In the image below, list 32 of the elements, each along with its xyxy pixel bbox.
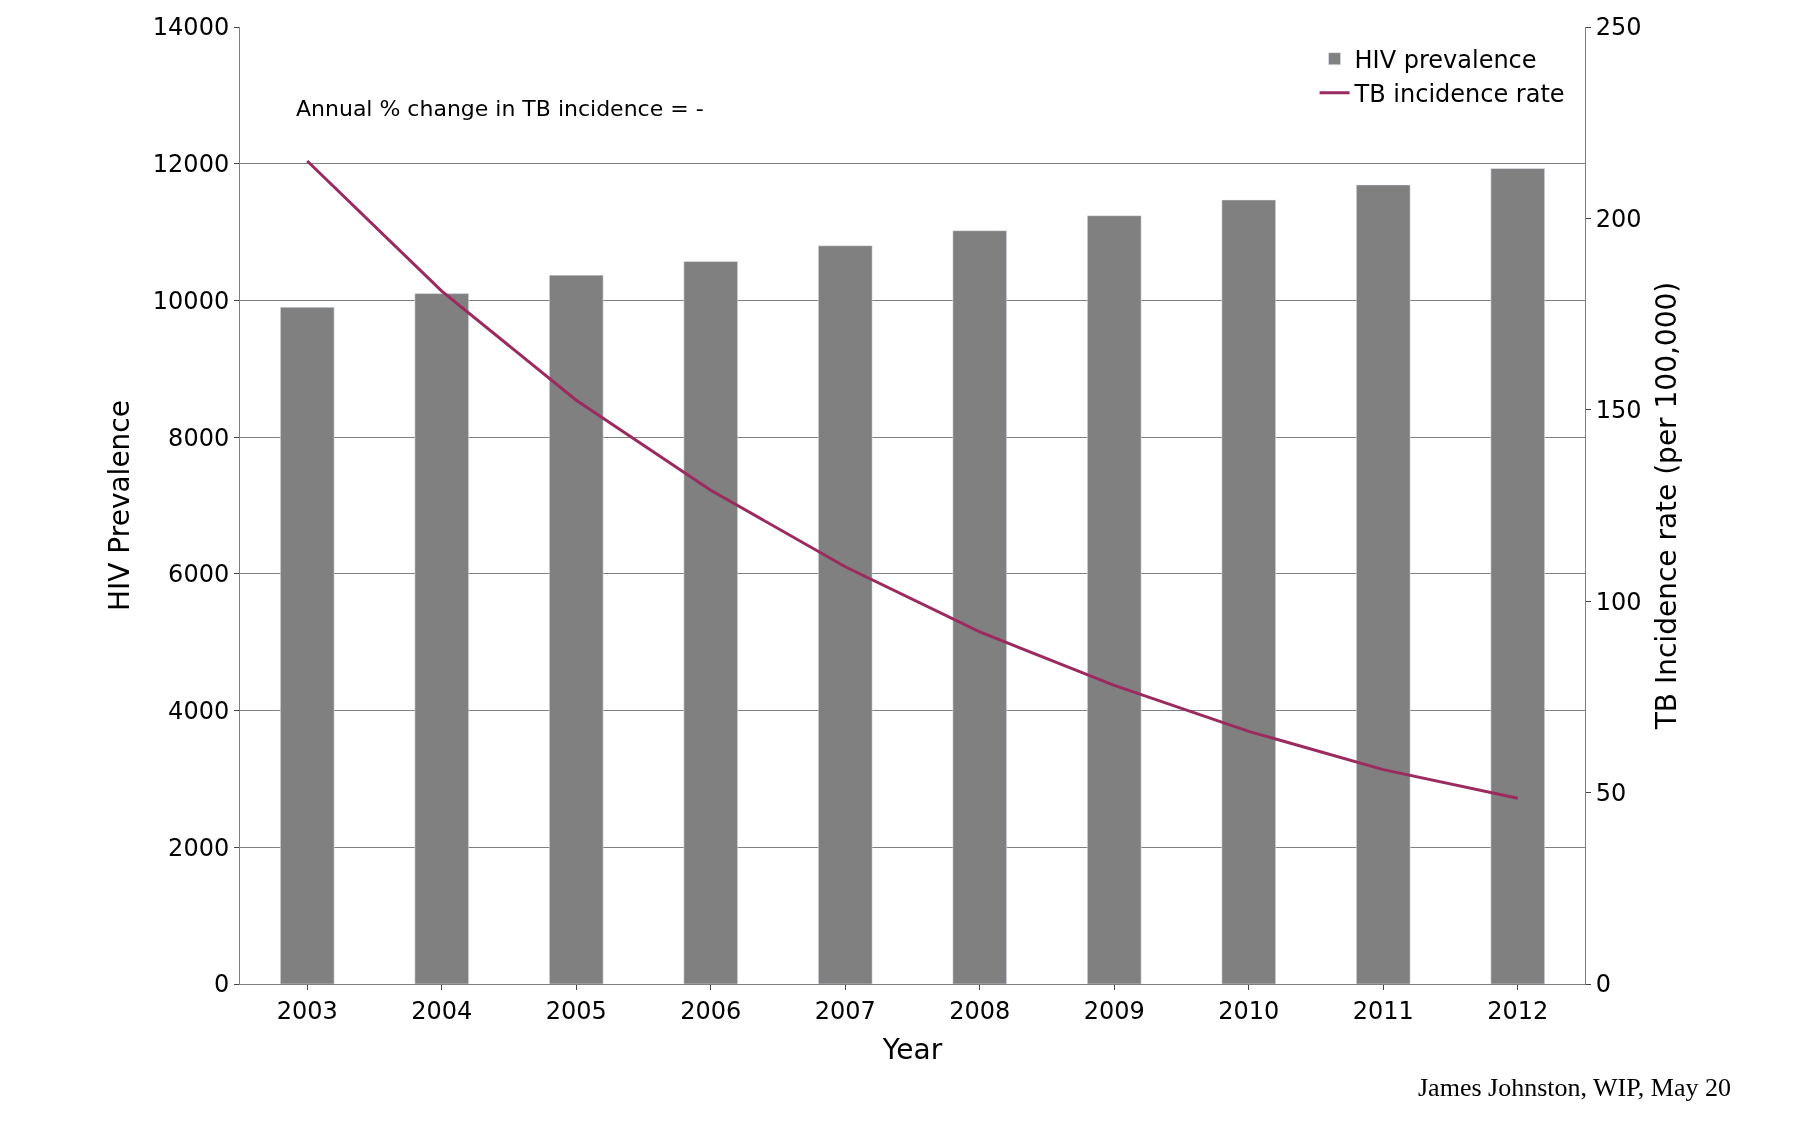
y-tick-label: 0 xyxy=(213,970,230,999)
x-tick-label: 2012 xyxy=(1487,996,1549,1025)
y-tick-label: 12000 xyxy=(152,150,230,179)
legend-label: TB incidence rate xyxy=(1353,80,1565,109)
y-tick-label: 4000 xyxy=(168,696,230,725)
x-tick-label: 2005 xyxy=(545,996,607,1025)
annotation: Annual % change in TB incidence = - xyxy=(296,96,704,121)
y-tick-label: 2000 xyxy=(168,833,230,862)
y-tick-label: 8000 xyxy=(168,423,230,452)
y-tick-label: 10000 xyxy=(152,286,230,315)
x-tick-label: 2011 xyxy=(1352,996,1414,1025)
y-axis-title: HIV Prevalence xyxy=(102,400,136,611)
x-tick-label: 2004 xyxy=(411,996,473,1025)
x-tick-label: 2003 xyxy=(276,996,338,1025)
y2-tick-label: 200 xyxy=(1595,204,1642,233)
x-tick-label: 2008 xyxy=(949,996,1011,1025)
y-tick-label: 6000 xyxy=(168,560,230,589)
y2-tick-label: 50 xyxy=(1595,779,1627,807)
legend-label: HIV prevalence xyxy=(1354,46,1537,75)
x-tick-label: 2009 xyxy=(1083,996,1145,1025)
x-tick-label: 2010 xyxy=(1218,996,1280,1025)
y2-axis-title: TB Incidence rate (per 100,000) xyxy=(1649,281,1683,731)
text: James Johnston, WIP, May 20 xyxy=(1418,1073,1731,1102)
y2-tick-label: 100 xyxy=(1595,587,1642,616)
y-tick-label: 14000 xyxy=(152,13,230,42)
line-series xyxy=(305,159,1520,800)
y2-tick-label: 250 xyxy=(1595,13,1642,42)
x-axis-title: Year xyxy=(881,1032,943,1066)
x-tick-label: 2007 xyxy=(814,996,876,1025)
x-tick-label: 2006 xyxy=(680,996,742,1025)
y2-tick-label: 150 xyxy=(1595,396,1642,425)
y2-tick-label: 0 xyxy=(1595,970,1612,999)
